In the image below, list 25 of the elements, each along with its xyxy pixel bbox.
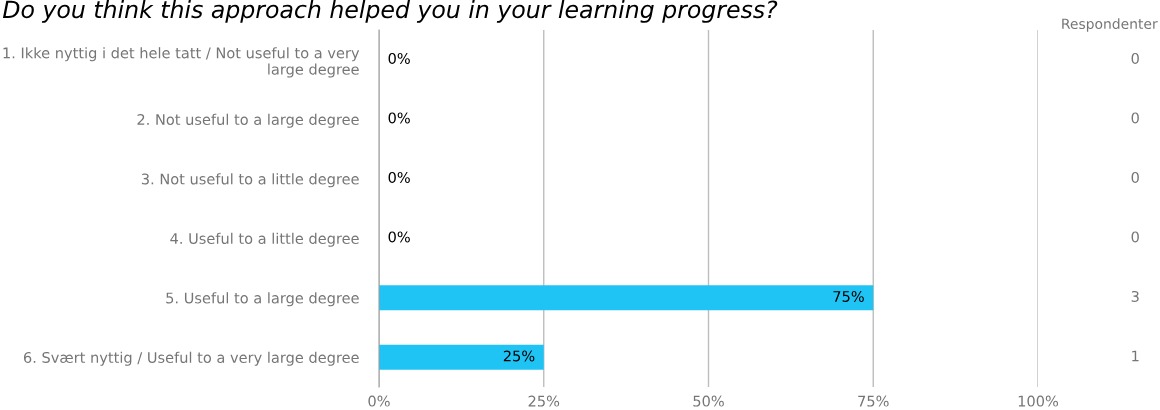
text: 0 [1131, 231, 1139, 243]
y-tick-label: 6. Svært nyttig / Useful to a very large degree [23, 351, 359, 366]
data-label: 0% [388, 112, 410, 124]
x-tick-label: 0% [368, 395, 390, 407]
data-label: 25% [503, 350, 535, 362]
y-tick-label: 4. Useful to a little degree [170, 232, 359, 247]
x-tick-label: 25% [528, 395, 560, 407]
text: 3 [1131, 290, 1139, 302]
text: 0 [1131, 112, 1139, 124]
chart-title: Do you think this approach helped you in your learning progress? [2, 0, 778, 23]
text: 1 [1132, 350, 1139, 362]
data-label: 0% [388, 171, 410, 183]
y-tick-label: 1. Ikke nyttig i det hele tatt / Not useful to a very large degree [3, 47, 360, 78]
data-label: 0% [388, 52, 410, 64]
y-tick-label: 5. Useful to a large degree [166, 292, 359, 307]
y-tick-label: 3. Not useful to a little degree [141, 173, 359, 188]
text: Respondenter [1062, 18, 1158, 32]
x-tick-label: 100% [1018, 395, 1059, 407]
text: 0 [1131, 171, 1139, 183]
data-label: 0% [388, 231, 410, 243]
x-tick-label: 50% [693, 395, 724, 407]
data-label: 75% [833, 290, 864, 302]
y-tick-label: 2. Not useful to a large degree [137, 113, 359, 128]
x-tick-label: 75% [858, 395, 889, 407]
text: 0 [1131, 52, 1139, 64]
